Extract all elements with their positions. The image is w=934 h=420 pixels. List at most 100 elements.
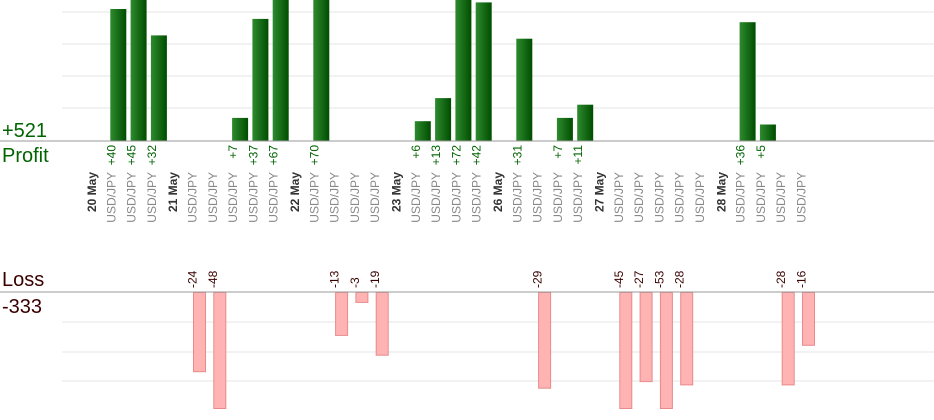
profit-value-label: +7 [226,145,240,159]
gridlines [62,11,934,382]
pair-label: USD/JPY [531,172,545,223]
date-label: 20 May [85,172,99,212]
pair-label: USD/JPY [429,172,443,223]
loss-bar [619,292,633,409]
pair-label: USD/JPY [754,172,768,223]
pair-label: USD/JPY [267,172,281,223]
profit-bar [313,0,330,141]
profit-bar [232,117,249,141]
profit-bar [110,9,127,141]
loss-label: Loss [2,269,45,291]
date-label: 21 May [166,172,180,212]
pair-label: USD/JPY [470,172,484,223]
profit-bar [150,35,167,141]
profit-bar [130,0,147,141]
profit-value-label: +36 [734,145,748,166]
profit-value-label: +40 [104,145,118,166]
profit-value-label: +72 [449,145,463,166]
pair-label: USD/JPY [571,172,585,223]
trade-bars [110,0,815,409]
loss-bar [538,292,552,389]
date-label: 27 May [593,172,607,212]
labels: 20 May USD/JPY +40 USD/JPY +45 USD/JPY +32 21 M… [85,145,809,288]
loss-value-label: -13 [328,270,342,288]
profit-value-label: +5 [754,145,768,159]
pair-label: USD/JPY [673,172,687,223]
pair-label: USD/JPY [226,172,240,223]
loss-total: -333 [2,296,43,318]
loss-bar [802,292,815,346]
profit-bar [272,0,289,141]
date-label: 22 May [288,172,302,212]
loss-value-label: -3 [348,277,362,288]
pair-label: USD/JPY [246,172,260,223]
profit-bar [455,0,472,141]
profit-bar [739,22,756,142]
loss-bar [375,292,389,356]
profit-bar [516,38,533,142]
loss-value-label: -24 [186,270,200,288]
pair-label: USD/JPY [307,172,321,223]
profit-bar [475,2,492,142]
pair-label: USD/JPY [612,172,626,223]
loss-bar [335,292,349,336]
pair-label: USD/JPY [551,172,565,223]
date-label: 28 May [714,172,728,212]
pair-label: USD/JPY [510,172,524,223]
profit-value-label: +7 [551,145,565,159]
profit-value-label: +6 [409,145,423,159]
pair-label: USD/JPY [734,172,748,223]
loss-bar [193,292,206,373]
zero-axes [0,140,934,293]
pair-label: USD/JPY [774,172,788,223]
loss-value-label: -19 [368,270,382,288]
profit-bar [556,117,573,141]
loss-bar [213,292,227,409]
date-label: 23 May [390,172,404,212]
pair-label: USD/JPY [652,172,666,223]
pair-label: USD/JPY [348,172,362,223]
profit-value-label: +45 [125,145,139,166]
profit-total: +521 [2,120,48,142]
profit-bar [414,121,431,141]
pair-label: USD/JPY [632,172,646,223]
pair-label: USD/JPY [125,172,139,223]
profit-value-label: +11 [571,145,585,165]
profit-value-label: +67 [267,145,281,166]
loss-value-label: -45 [612,270,626,288]
loss-value-label: -28 [673,270,687,288]
loss-value-label: -48 [206,270,220,288]
profit-value-label: +31 [510,145,524,166]
pair-label: USD/JPY [449,172,463,223]
pair-label: USD/JPY [795,172,809,223]
profit-value-label: +13 [429,145,443,166]
pair-label: USD/JPY [368,172,382,223]
loss-bar [639,292,653,383]
loss-value-label: -16 [795,270,809,288]
profit-bar [577,104,594,141]
profit-value-label: +32 [145,145,159,166]
loss-bar [781,292,795,386]
date-label: 26 May [491,172,505,212]
loss-bar [355,292,369,303]
pair-label: USD/JPY [328,172,342,223]
loss-bar [659,292,673,409]
pair-label: USD/JPY [206,172,220,223]
loss-bar [680,292,694,386]
pair-label: USD/JPY [693,172,707,223]
pair-label: USD/JPY [104,172,118,223]
pair-label: USD/JPY [409,172,423,223]
loss-value-label: -27 [632,270,646,288]
loss-value-label: -28 [774,270,788,288]
profit-bar [759,124,776,141]
profit-label: Profit [2,145,49,167]
profit-value-label: +70 [307,145,321,166]
loss-value-label: -53 [652,270,666,288]
pair-label: USD/JPY [145,172,159,223]
profit-value-label: +37 [246,145,260,166]
loss-value-label: -29 [531,270,545,288]
profit-value-label: +42 [470,145,484,166]
profit-bar [435,98,452,141]
profit-bar [252,18,269,141]
